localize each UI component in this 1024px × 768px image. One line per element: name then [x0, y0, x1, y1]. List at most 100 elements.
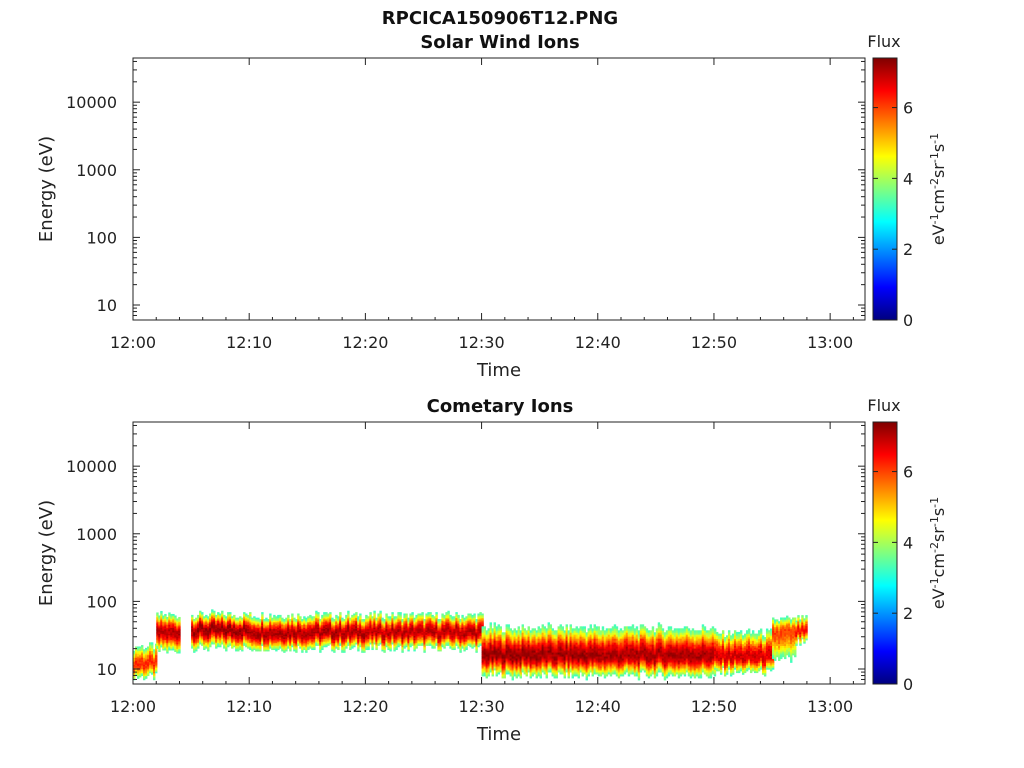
spectrogram-cell	[137, 671, 140, 674]
spectrogram-cell	[275, 617, 278, 620]
spectrogram-cell	[359, 644, 362, 646]
spectrogram-cell	[531, 670, 534, 673]
spectrogram-cell	[465, 648, 468, 651]
spectrogram-cell	[443, 635, 446, 638]
spectrogram-cell	[523, 660, 526, 663]
spectrogram-cell	[479, 614, 482, 617]
spectrogram-cell	[409, 637, 412, 639]
spectrogram-cell	[357, 619, 360, 621]
spectrogram-cell	[437, 635, 440, 638]
spectrogram-cell	[178, 650, 181, 652]
spectrogram-cell	[257, 641, 260, 644]
spectrogram-cell	[481, 648, 484, 651]
spectrogram-cell	[267, 631, 270, 634]
spectrogram-cell	[331, 635, 334, 638]
spectrogram-cell	[235, 619, 238, 621]
spectrogram-cell	[217, 631, 220, 634]
spectrogram-cell	[485, 642, 488, 645]
spectrogram-cell	[143, 656, 146, 658]
spectrogram-cell	[341, 648, 344, 651]
spectrogram-cell	[541, 640, 544, 643]
spectrogram-cell	[429, 637, 432, 639]
spectrogram-cell	[415, 627, 418, 630]
spectrogram-cell	[277, 630, 280, 632]
spectrogram-cell	[397, 626, 400, 628]
spectrogram-cell	[409, 634, 412, 637]
spectrogram-cell	[321, 626, 324, 628]
spectrogram-cell	[513, 646, 516, 649]
spectrogram-cell	[249, 612, 252, 614]
spectrogram-cell	[285, 630, 288, 632]
spectrogram-cell	[156, 630, 159, 633]
spectrogram-cell	[467, 642, 470, 645]
spectrogram-cell	[197, 617, 200, 620]
spectrogram-cell	[413, 637, 416, 639]
spectrogram-cell	[481, 614, 484, 617]
spectrogram-cell	[293, 620, 296, 623]
spectrogram-cell	[421, 644, 424, 646]
spectrogram-cell	[439, 619, 442, 621]
spectrogram-cell	[335, 617, 338, 620]
spectrogram-cell	[517, 656, 520, 659]
spectrogram-cell	[383, 631, 386, 634]
spectrogram-cell	[241, 627, 244, 630]
spectrogram-cell	[449, 644, 452, 646]
spectrogram-cell	[279, 642, 282, 645]
spectrogram-cell	[499, 648, 502, 651]
spectrogram-cell	[149, 667, 152, 670]
spectrogram-cell	[363, 644, 366, 646]
spectrogram-cell	[527, 660, 530, 663]
spectrogram-cell	[162, 622, 165, 625]
spectrogram-cell	[239, 634, 242, 637]
spectrogram-cell	[389, 626, 392, 628]
spectrogram-cell	[158, 642, 161, 645]
spectrogram-cell	[147, 670, 150, 672]
spectrogram-cell	[495, 642, 498, 645]
spectrogram-cell	[461, 639, 464, 642]
spectrogram-cell	[511, 670, 514, 673]
spectrogram-cell	[527, 650, 530, 653]
spectrogram-cell	[383, 651, 386, 653]
spectrogram-cell	[323, 642, 326, 645]
spectrogram-cell	[531, 632, 534, 635]
spectrogram-cell	[469, 626, 472, 628]
spectrogram-cell	[385, 632, 388, 635]
spectrogram-cell	[473, 627, 476, 630]
spectrogram-cell	[523, 638, 526, 641]
spectrogram-cell	[267, 649, 270, 652]
spectrogram-cell	[133, 656, 136, 658]
spectrogram-cell	[357, 639, 360, 642]
spectrogram-cell	[249, 614, 252, 617]
spectrogram-cell	[447, 641, 450, 644]
spectrogram-cell	[379, 635, 382, 638]
spectrogram-cell	[359, 631, 362, 634]
spectrogram-cell	[170, 622, 173, 625]
spectrogram-cell	[505, 634, 508, 637]
spectrogram-cell	[199, 630, 202, 632]
spectrogram-cell	[249, 648, 252, 651]
spectrogram-cell	[525, 644, 528, 647]
spectrogram-cell	[433, 639, 436, 642]
spectrogram-cell	[407, 621, 410, 624]
spectrogram-cell	[343, 628, 346, 631]
spectrogram-cell	[279, 639, 282, 642]
spectrogram-cell	[174, 621, 177, 624]
spectrogram-cell	[135, 650, 138, 653]
spectrogram-cell	[359, 638, 362, 641]
spectrogram-cell	[203, 617, 206, 620]
spectrogram-area	[133, 609, 808, 681]
spectrogram-cell	[385, 623, 388, 626]
spectrogram-cell	[381, 635, 384, 638]
spectrogram-cell	[305, 649, 308, 652]
spectrogram-cell	[403, 632, 406, 635]
spectrogram-cell	[217, 641, 220, 644]
spectrogram-cell	[463, 626, 466, 628]
spectrogram-cell	[151, 667, 154, 670]
spectrogram-cell	[369, 624, 372, 627]
spectrogram-cell	[335, 645, 338, 648]
spectrogram-cell	[166, 645, 169, 648]
spectrogram-cell	[337, 619, 340, 621]
spectrogram-cell	[535, 664, 538, 667]
spectrogram-cell	[329, 637, 332, 639]
spectrogram-cell	[431, 617, 434, 620]
